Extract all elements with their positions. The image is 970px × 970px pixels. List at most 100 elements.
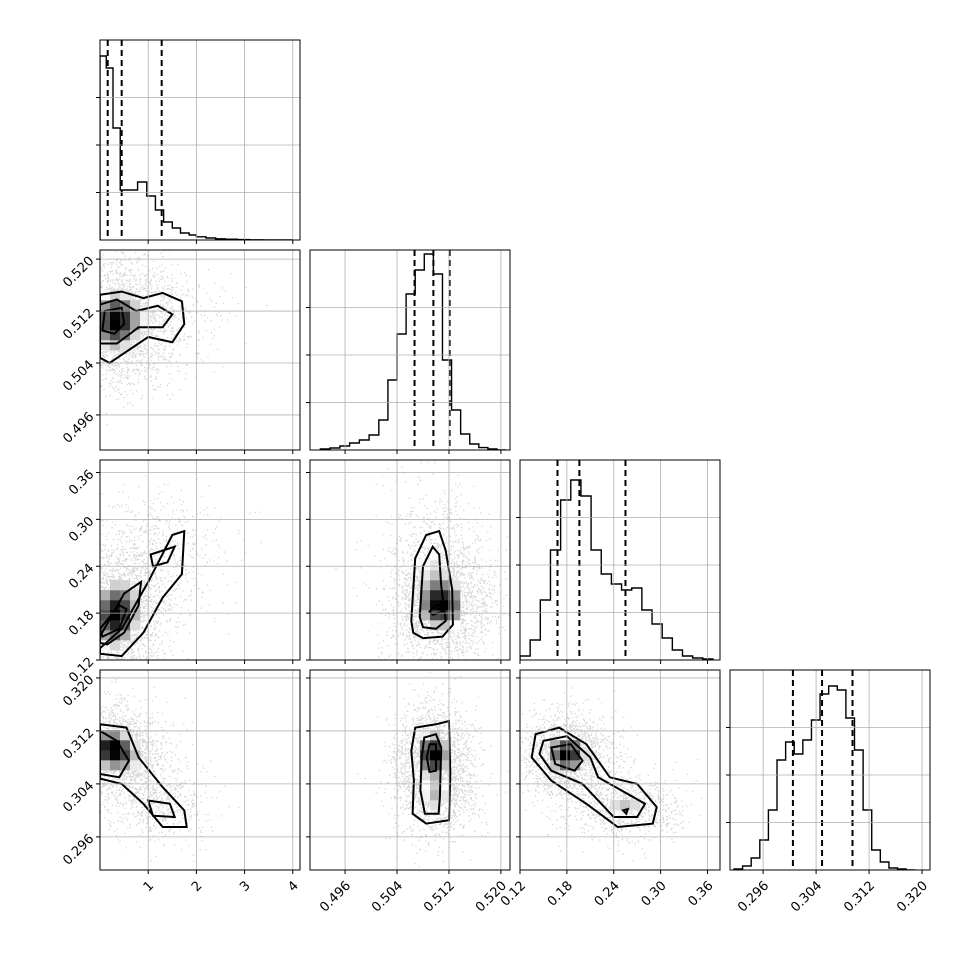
density-cell [130,610,141,621]
density-cell [430,620,441,631]
panel-frame [99,669,301,871]
contour-level-1 [418,544,447,630]
density-cell [560,760,571,771]
density-cell [110,620,121,631]
x-tick-label: 1 [141,878,157,894]
density-cell [100,750,111,761]
hist-panel-3-area [733,670,916,870]
contour-level-3 [435,604,450,612]
density-cell [100,290,111,301]
density-cell [110,310,121,321]
contour-level-1 [100,579,143,646]
density-cell [120,600,131,611]
contour-level-1 [100,729,131,779]
x-tick-label: 0.496 [317,878,354,915]
hist-panel-1 [306,249,511,454]
hist-panel-0 [96,39,301,244]
scatter-panel-0-1: 0.496 0.504 0.512 0.520 [60,249,301,454]
density-cell [100,730,111,741]
hist-panel-2-area [520,460,714,660]
density-cell [110,590,121,601]
hist-panel-1-area [319,250,507,450]
y-tick-label: 0.18 [66,608,97,639]
density-cell [420,610,431,621]
contour-level-0 [410,529,454,640]
density-cell [450,580,461,591]
density-cell [120,730,131,741]
scatter-panel-0-3-area [100,671,240,862]
density-cell [550,740,561,751]
density-cell [630,800,641,811]
density-cell [440,580,451,591]
scatter-panel-1-3-area [357,672,508,868]
density-cell [420,740,431,751]
histogram-step-line [733,685,916,870]
scatter-points [100,671,240,862]
density-cell [440,570,451,581]
contour-level-2 [425,743,437,774]
contour-level-2 [550,743,584,772]
panel-frame [309,669,511,871]
density-cell [420,570,431,581]
density-cell [440,750,451,761]
density-cell [140,310,151,321]
y-tick-label: 0.24 [66,561,97,592]
density-cell [440,780,451,791]
density-cell [610,800,621,811]
density-cell [430,610,441,621]
y-tick-label: 0.304 [60,779,97,816]
density-cell [450,620,461,631]
density-cell [550,760,561,771]
density-cell [110,300,121,311]
density-cell [100,640,111,651]
density-cell [440,590,451,601]
density-cell [110,610,121,621]
panel-frame [519,669,721,871]
density-cell [120,630,131,641]
density-cell [120,590,131,601]
x-tick-label: 0.504 [369,878,406,915]
panel-frame [309,459,511,661]
density-cell [430,560,441,571]
scatter-panel-2-3-area [520,687,703,862]
density-cell [130,300,141,311]
density-cell [560,750,571,761]
contour-level-3 [149,545,177,568]
density-cell [100,300,111,311]
y-tick-label: 0.296 [60,832,97,869]
density-cell [430,580,441,591]
panel-frame [99,249,301,451]
density-cell [430,590,441,601]
density-cell [450,600,461,611]
density-cell [130,760,141,771]
density-cell [620,800,631,811]
density-cell [450,610,461,621]
scatter-panel-1-2-area [335,460,510,660]
contour-level-2 [146,799,177,819]
y-tick-label: 0.512 [60,306,97,343]
density-cell [450,590,461,601]
panel-frame [99,39,301,241]
density-cell [100,610,111,621]
density-cell [120,740,131,751]
scatter-panel-2-3: 0.12 0.18 0.24 0.30 0.36 [498,669,721,910]
x-tick-label: 0.320 [894,878,931,915]
x-tick-label: 0.296 [735,878,772,915]
density-cell [110,730,121,741]
density-cell [100,740,111,751]
scatter-points [100,475,262,660]
density-cell [570,750,581,761]
density-cell [110,320,121,331]
density-cell [420,560,431,571]
panel-frame [309,249,511,451]
density-cell [440,620,451,631]
density-cell [110,740,121,751]
density-cell [110,760,121,771]
density-cell [420,590,431,601]
density-cell [100,760,111,771]
density-cell [430,550,441,561]
density-cell [110,600,121,611]
density-cell [120,760,131,771]
density-cell [420,770,431,781]
contour-level-0 [100,723,188,828]
